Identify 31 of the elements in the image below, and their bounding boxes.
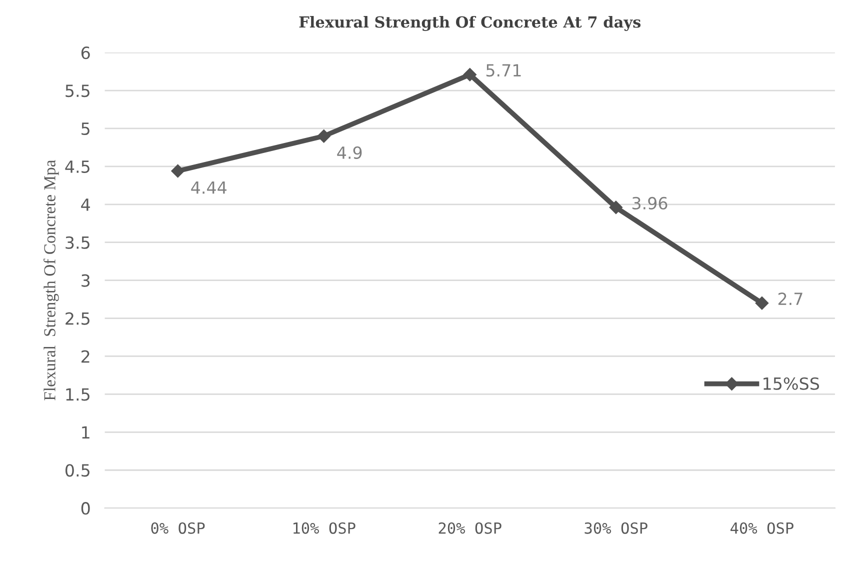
y-tick-label: 0.5 xyxy=(66,464,90,477)
y-tick-label: 3.5 xyxy=(66,236,90,249)
y-tick-label: 2 xyxy=(82,350,90,363)
chart-title: Flexural Strength Of Concrete At 7 days xyxy=(299,16,641,31)
point xyxy=(609,200,622,214)
data-label: 4.9 xyxy=(337,146,362,159)
x-tick-label: 30% OSP xyxy=(584,522,648,534)
y-tick-label: 2.5 xyxy=(66,312,90,325)
y-tick-label: 6 xyxy=(81,46,90,60)
data-label: 2.7 xyxy=(778,292,802,305)
y-axis-title: Flexural Strength Of Concrete Mpa xyxy=(44,160,59,400)
point xyxy=(317,129,330,143)
point xyxy=(171,164,184,178)
y-tick-label: 1 xyxy=(82,426,90,438)
y-tick-label: 0 xyxy=(81,502,90,515)
y-tick-label: 4 xyxy=(81,198,90,211)
y-tick-label: 3 xyxy=(82,274,90,287)
x-tick-label: 40% OSP xyxy=(730,522,794,534)
x-tick-label: 0% OSP xyxy=(151,522,205,534)
x-tick-label: 10% OSP xyxy=(293,522,356,534)
data-label: 5.71 xyxy=(486,64,521,77)
x-tick-label: 20% OSP xyxy=(438,522,502,534)
point xyxy=(463,68,476,82)
y-tick-label: 4.5 xyxy=(65,160,90,174)
data-label: 3.96 xyxy=(632,196,668,210)
y-tick-label: 1.5 xyxy=(66,388,90,401)
data-label: 4.44 xyxy=(191,182,226,194)
point xyxy=(755,296,769,310)
y-tick-label: 5 xyxy=(82,122,90,136)
legend-label: 15%SS xyxy=(764,377,820,390)
y-tick-label: 5.5 xyxy=(66,84,90,98)
